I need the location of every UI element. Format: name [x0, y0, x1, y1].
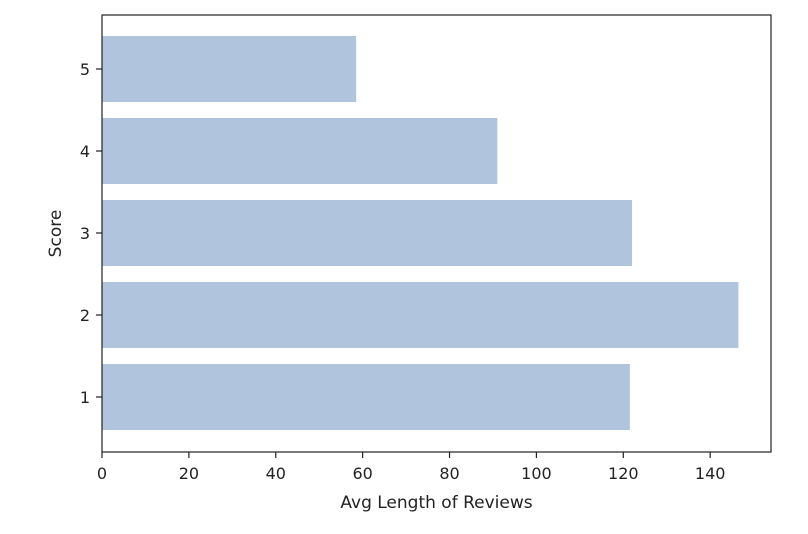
bar-score-2: [102, 282, 739, 348]
x-tick-label: 0: [97, 464, 107, 483]
y-axis-label: Score: [46, 210, 66, 258]
x-tick-label: 60: [352, 464, 372, 483]
bar-score-3: [102, 200, 632, 266]
x-tick-label: 100: [521, 464, 552, 483]
bar-score-4: [102, 118, 498, 184]
y-tick-label: 5: [80, 60, 90, 79]
y-tick-label: 4: [80, 142, 90, 161]
x-tick-label: 20: [179, 464, 199, 483]
y-tick-label: 3: [80, 224, 90, 243]
x-axis-label: Avg Length of Reviews: [340, 493, 532, 513]
y-tick-label: 2: [80, 306, 90, 325]
x-tick-label: 120: [608, 464, 639, 483]
bar-score-1: [102, 364, 630, 430]
x-tick-label: 80: [439, 464, 459, 483]
bars-group: [102, 36, 739, 430]
x-axis-ticks: 0 20 40 60 80 100 120 140: [97, 452, 726, 483]
plot-frame: [101, 14, 772, 453]
x-tick-label: 140: [695, 464, 726, 483]
y-tick-label: 1: [80, 388, 90, 407]
y-axis-ticks: 1 2 3 4 5: [80, 60, 102, 407]
x-tick-label: 40: [266, 464, 286, 483]
bar-score-5: [102, 36, 357, 102]
